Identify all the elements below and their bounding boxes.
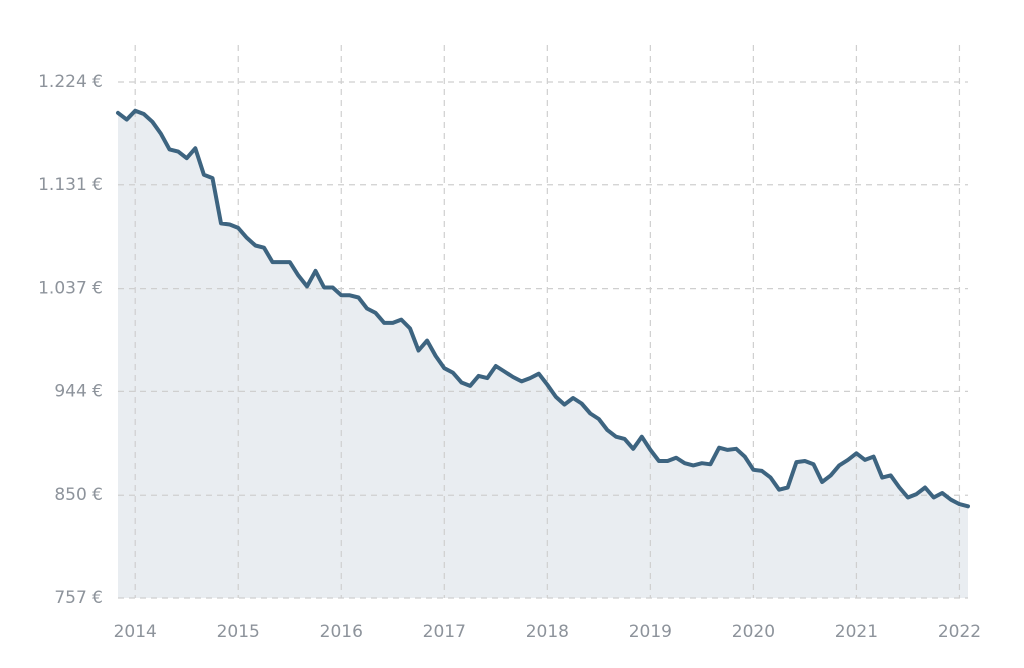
x-tick-label: 2021	[835, 622, 878, 642]
y-tick-label: 757 €	[54, 588, 103, 608]
y-tick-label: 1.037 €	[38, 279, 103, 299]
y-tick-label: 850 €	[54, 485, 103, 505]
x-tick-label: 2015	[217, 622, 260, 642]
x-tick-label: 2019	[629, 622, 672, 642]
y-tick-label: 1.131 €	[38, 175, 103, 195]
y-tick-label: 1.224 €	[38, 72, 103, 92]
x-tick-label: 2014	[114, 622, 157, 642]
line	[116, 108, 970, 509]
x-tick-label: 2016	[320, 622, 363, 642]
x-tick-label: 2020	[732, 622, 775, 642]
y-tick-label: 944 €	[54, 381, 103, 401]
x-tick-label: 2018	[526, 622, 569, 642]
x-tick-label: 2022	[938, 622, 981, 642]
area-fill	[118, 110, 968, 598]
x-tick-label: 2017	[423, 622, 466, 642]
